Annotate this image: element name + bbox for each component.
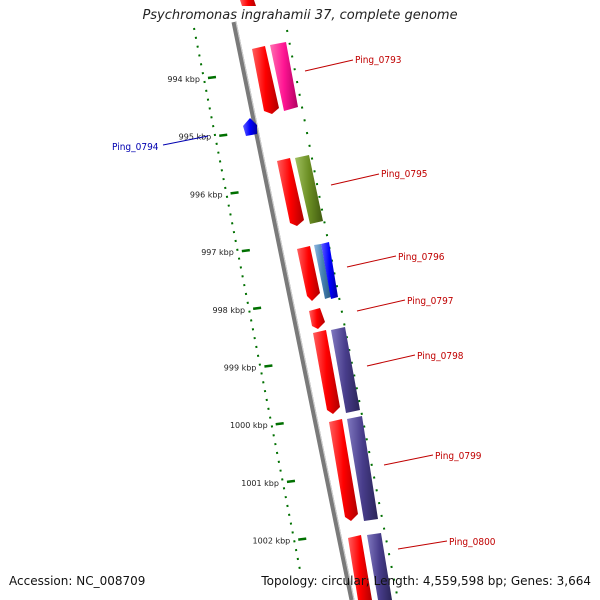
gene-label: Ping_0795 — [381, 169, 428, 180]
cog-feature-purple — [331, 327, 360, 413]
cds-feature — [252, 46, 279, 114]
cds-feature — [297, 246, 320, 301]
gene-label-leaders — [162, 59, 448, 550]
cog-feature-steelblue — [314, 244, 331, 299]
gene-label: Ping_0794 — [112, 142, 159, 153]
scale-tick-marks — [207, 75, 307, 541]
scale-tick-label: 1002 kbp — [253, 537, 291, 546]
cds-feature — [348, 535, 372, 600]
map-title: Psychromonas ingrahamii 37, complete gen… — [142, 8, 458, 23]
gene-label: Ping_0796 — [398, 252, 445, 263]
scale-tick — [219, 133, 228, 137]
cog-feature-blue — [321, 242, 338, 299]
scale-tick-label: 998 kbp — [213, 306, 246, 315]
scale-tick — [275, 421, 284, 426]
scale-tick-label: 996 kbp — [190, 190, 223, 199]
gene-label: Ping_0800 — [449, 537, 496, 548]
gene-labels: Ping_0793 Ping_0794 Ping_0795 Ping_0796 … — [112, 55, 496, 548]
scale-tick-label: 997 kbp — [201, 248, 234, 257]
track-guide-line — [286, 29, 399, 600]
scale-tick — [230, 191, 239, 195]
scale-tick-label: 994 kbp — [167, 75, 200, 84]
scale-tick-label: 1000 kbp — [230, 421, 268, 430]
gene-label: Ping_0797 — [407, 296, 454, 307]
scale-tick — [286, 479, 296, 484]
cds-feature — [329, 419, 358, 521]
scale-tick — [298, 537, 307, 541]
genome-backbone — [231, 21, 355, 600]
gene-label: Ping_0799 — [435, 451, 482, 462]
gene-arrow-blue — [243, 118, 257, 136]
cds-feature — [240, 0, 256, 6]
cds-feature — [277, 158, 304, 226]
scale-tick — [207, 75, 217, 80]
gene-label: Ping_0793 — [355, 55, 402, 66]
scale-tick-labels: 994 kbp 995 kbp 996 kbp 997 kbp 998 kbp 999 k… — [167, 75, 290, 546]
cog-feature-olive — [295, 155, 323, 224]
cog-feature-purple — [367, 533, 392, 600]
scale-tick-label: 995 kbp — [179, 133, 212, 142]
cds-feature — [309, 308, 325, 329]
scale-tick-label: 999 kbp — [224, 364, 257, 373]
scale-dotted-line — [193, 27, 301, 571]
cog-feature-magenta — [270, 42, 298, 111]
accession-text: Accession: NC_008709 — [9, 574, 146, 588]
scale-tick-label: 1001 kbp — [241, 479, 279, 488]
gene-label: Ping_0798 — [417, 351, 464, 362]
scale-tick — [264, 364, 273, 368]
scale-tick — [241, 248, 250, 253]
topology-text: Topology: circular; Length: 4,559,598 bp… — [261, 574, 591, 588]
gene-features — [243, 42, 392, 600]
scale-tick — [252, 306, 262, 311]
cds-feature — [313, 330, 340, 414]
cog-feature-purple — [347, 416, 378, 521]
